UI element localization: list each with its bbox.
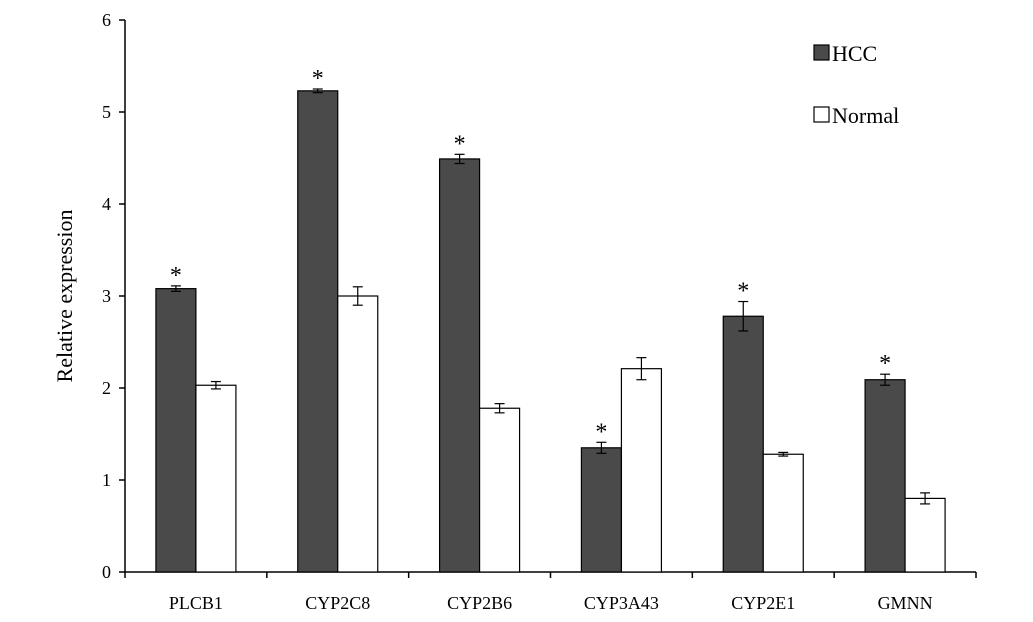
category-label: CYP2B6 <box>447 593 512 613</box>
axes: 0 1 2 3 4 5 6 Relative expression <box>52 10 977 582</box>
significance-mark: * <box>454 131 466 157</box>
y-tick-label: 1 <box>102 470 111 490</box>
category-label: GMNN <box>878 593 933 613</box>
bar-hcc <box>580 447 623 573</box>
bar-hcc <box>438 158 481 573</box>
category-label: CYP3A43 <box>584 593 659 613</box>
y-tick-label: 6 <box>102 10 111 30</box>
bar-normal <box>620 368 663 573</box>
bar-normal <box>195 384 237 573</box>
bar-normal <box>337 295 379 573</box>
significance-mark: * <box>170 263 182 289</box>
category-label: PLCB1 <box>169 593 223 613</box>
bar-hcc <box>297 90 339 573</box>
legend-swatch-normal <box>813 106 830 123</box>
y-tick-label: 4 <box>102 194 111 214</box>
bar-hcc <box>155 288 197 573</box>
bar-normal <box>478 407 521 573</box>
legend-swatch-hcc <box>813 44 830 61</box>
bar-hcc <box>864 379 906 573</box>
significance-mark: * <box>737 279 749 305</box>
category-label: CYP2E1 <box>731 593 795 613</box>
legend: HCC Normal <box>813 41 899 128</box>
legend-label-normal: Normal <box>832 103 899 128</box>
bar-normal <box>762 453 804 573</box>
legend-label-hcc: HCC <box>832 41 877 66</box>
y-tick-label: 5 <box>102 102 111 122</box>
y-tick-label: 2 <box>102 378 111 398</box>
y-tick-label: 3 <box>102 286 111 306</box>
labels: PLCB1 * CYP2C8 * CYP2B6 * CYP3A43 * CYP2E1 * GMNN * <box>169 66 933 613</box>
bar-normal <box>904 497 946 573</box>
bar-hcc <box>722 315 764 573</box>
significance-mark: * <box>879 351 891 377</box>
category-label: CYP2C8 <box>305 593 370 613</box>
y-axis-title: Relative expression <box>52 210 77 383</box>
bars <box>155 88 946 573</box>
y-tick-label: 0 <box>102 562 111 582</box>
significance-mark: * <box>312 66 324 92</box>
significance-mark: * <box>595 419 607 445</box>
